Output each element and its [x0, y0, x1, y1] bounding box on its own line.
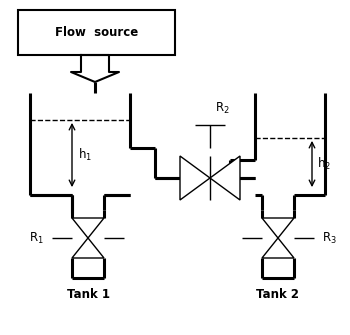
Polygon shape — [72, 218, 104, 238]
Text: Tank 2: Tank 2 — [257, 288, 300, 301]
Polygon shape — [262, 238, 294, 258]
Polygon shape — [210, 156, 240, 200]
Text: R$_2$: R$_2$ — [215, 100, 230, 116]
Polygon shape — [71, 55, 119, 82]
Text: h$_2$: h$_2$ — [317, 156, 331, 172]
Polygon shape — [180, 156, 210, 200]
Text: R$_3$: R$_3$ — [322, 230, 337, 246]
Polygon shape — [262, 218, 294, 238]
Bar — [18, 10, 175, 55]
Text: h$_1$: h$_1$ — [78, 147, 92, 163]
Text: Tank 1: Tank 1 — [66, 288, 110, 301]
Text: Flow  source: Flow source — [55, 26, 138, 39]
Text: R$_1$: R$_1$ — [29, 230, 44, 246]
Polygon shape — [72, 238, 104, 258]
